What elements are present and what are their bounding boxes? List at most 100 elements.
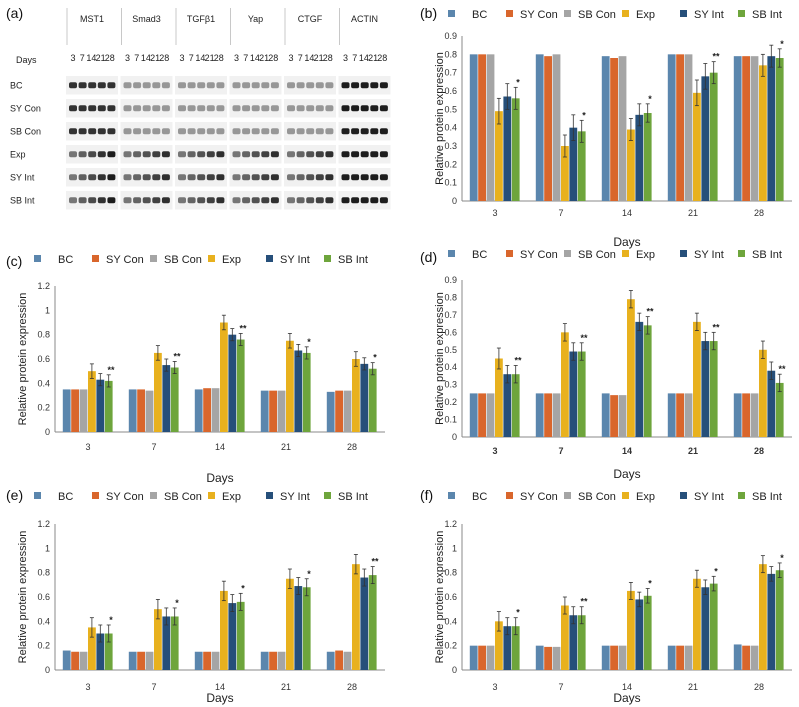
blot-band [325,105,334,112]
bar [767,573,776,670]
y-tick-label: 0.6 [37,354,50,364]
bar [503,374,512,437]
blot-band [88,128,97,135]
bar [71,651,79,670]
bar [79,389,88,432]
blot-day-tick: 3 [234,53,239,63]
bar [352,564,360,670]
blot-band [270,151,279,158]
significance-mark: ** [239,323,247,333]
blot-band [152,82,161,89]
y-tick-label: 0.8 [444,292,457,302]
legend-entry: BC [58,254,73,266]
significance-mark: * [516,77,520,87]
blot-band [360,128,369,135]
bar [544,393,552,437]
blot-day-tick: 21 [368,53,378,63]
bar [360,363,369,432]
blot-day-tick: 28 [377,53,387,63]
blot-band [133,105,142,112]
blot-band [360,82,369,89]
blot-band [379,128,388,135]
blot-band [242,174,251,181]
blot-band [325,174,334,181]
blot-band [123,197,132,204]
blot-band [78,174,87,181]
bar [552,54,561,202]
y-tick-label: 0.9 [444,31,457,41]
blot-band [178,174,186,181]
bar [701,341,710,437]
bar [170,616,179,670]
blot-band [178,105,186,112]
x-tick-label: 28 [347,682,357,692]
blot-band [123,105,132,112]
bar [343,390,352,432]
bar [277,390,286,432]
bar [335,650,343,670]
bar [775,570,784,670]
bar [286,578,294,670]
legend-entry: Exp [222,254,241,266]
blot-band [152,105,161,112]
blot-band [360,151,369,158]
legend-swatch [622,10,629,17]
blot-band [306,82,315,89]
bar [627,590,635,670]
legend-entry: Exp [636,249,655,261]
blot-band [88,151,97,158]
blot-band [107,174,116,181]
blot-strip [284,99,336,118]
bar [294,586,303,670]
bar [104,633,113,670]
y-tick-label: 0.2 [444,641,457,651]
blot-day-tick: 14 [195,53,205,63]
bar [552,646,561,670]
bar [601,393,610,437]
blot-day-tick: 28 [105,53,115,63]
bar [610,395,618,437]
blot-band [232,174,241,181]
significance-mark: ** [371,557,379,567]
legend-swatch [324,492,331,499]
blot-band [351,151,360,158]
legend-entry: SB Int [752,9,782,21]
bar [775,58,784,201]
blot-band [296,105,305,112]
blot-day-tick: 21 [314,53,324,63]
blot-band [69,105,77,112]
blot-band [161,174,170,181]
blot-band [287,128,295,135]
x-tick-label: 3 [85,442,90,452]
legend-entry: SY Int [694,9,724,21]
bar [643,595,652,670]
legend-swatch [506,250,513,257]
blot-band [123,151,132,158]
bar [104,380,113,432]
bar [368,575,377,670]
protein-label: ACTIN [351,14,378,24]
blot-band [379,82,388,89]
blot-band [152,174,161,181]
y-tick-label: 0.2 [444,397,457,407]
x-tick-label: 14 [622,208,632,218]
blot-band [216,151,225,158]
bar [486,645,495,670]
blot-day-tick: 14 [141,53,151,63]
bar [676,54,684,202]
bar [495,621,503,670]
bar [759,65,767,201]
bar [535,645,544,670]
blot-band [97,105,106,112]
blot-band [325,151,334,158]
blot-band [251,174,260,181]
bar [478,393,486,437]
significance-mark: ** [580,597,588,607]
blot-band [242,151,251,158]
blot-band [232,105,241,112]
blot-band [78,151,87,158]
legend-swatch [324,255,331,262]
blot-band [261,197,270,204]
x-tick-label: 14 [215,682,225,692]
bar [154,609,162,670]
